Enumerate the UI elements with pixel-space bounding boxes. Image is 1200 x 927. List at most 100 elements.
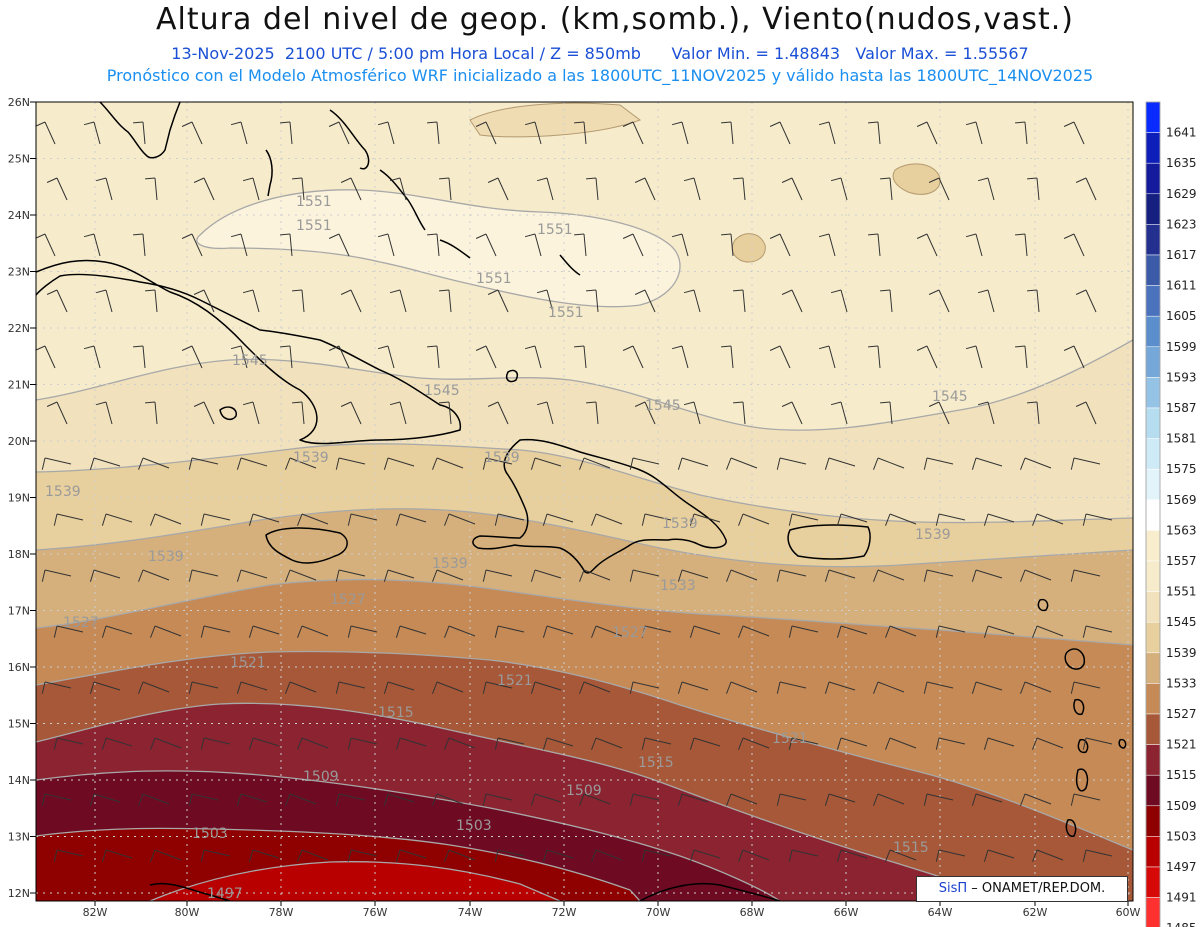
wind-barb — [444, 625, 476, 638]
latitude-label: 12N — [8, 887, 30, 900]
wind-barb — [285, 681, 317, 694]
wind-barb — [788, 737, 819, 750]
wind-barb — [89, 569, 121, 582]
wind-barb — [830, 401, 848, 425]
wind-barb — [873, 569, 905, 582]
wind-barb — [475, 233, 497, 257]
wind-barb — [1020, 457, 1052, 470]
wind-barb — [591, 513, 623, 526]
wind-barb — [721, 233, 734, 257]
subtitle-line-2: Pronóstico con el Modelo Atmosférico WRF… — [106, 66, 1094, 85]
colorbar-swatch — [1145, 346, 1161, 378]
wind-barb — [133, 121, 146, 145]
coast-bahamas-4 — [559, 254, 581, 276]
wind-barb — [193, 289, 215, 313]
plot-frame — [35, 101, 1134, 902]
wind-barb — [335, 793, 366, 806]
longitude-labels: 82W 80W 78W 76W 74W 72W 70W 68W 66W 64W 62W 60W — [83, 901, 1141, 919]
colorbar-swatch — [1145, 683, 1161, 715]
colorbar-label: 1485 — [1166, 921, 1197, 927]
wind-barb — [482, 793, 513, 806]
wind-barb — [200, 737, 231, 750]
wind-barb — [53, 849, 84, 862]
wind-barb — [1027, 289, 1040, 313]
wind-barb — [733, 401, 746, 425]
wind-barb — [1032, 513, 1064, 526]
wind-barb — [230, 345, 248, 369]
wind-barb — [634, 177, 656, 201]
wind-barb — [181, 121, 203, 145]
colorbar-label: 1533 — [1166, 676, 1197, 690]
contour-label: 1515 — [638, 755, 674, 771]
contour-label: 1551 — [476, 271, 512, 287]
wind-barb — [83, 345, 101, 369]
wind-barb — [89, 457, 121, 470]
wind-barb — [689, 849, 721, 862]
wind-barb — [542, 737, 574, 750]
contour-label: 1545 — [232, 353, 268, 369]
contour-label: 1509 — [303, 769, 339, 785]
wind-barb — [769, 121, 791, 145]
contour-1527 — [36, 578, 1133, 646]
contour-1545 — [36, 339, 1133, 431]
colorbar-swatch — [1145, 560, 1161, 592]
wind-barb — [432, 457, 464, 470]
latitude-label: 24N — [8, 209, 30, 222]
longitude-label: 60W — [1116, 906, 1141, 919]
coast-trinidad — [1065, 819, 1077, 837]
longitude-label: 80W — [175, 906, 200, 919]
wind-barb — [1070, 457, 1101, 470]
latitude-label: 26N — [8, 96, 30, 109]
wind-barb — [788, 625, 819, 638]
max-value: Valor Max. = 1.55567 — [855, 44, 1029, 63]
wind-barb — [983, 737, 1015, 750]
wind-barb — [1015, 345, 1028, 369]
wind-barb — [586, 401, 599, 425]
coast-isla-juventud — [219, 406, 237, 421]
colorbar-label: 1563 — [1166, 523, 1197, 537]
wind-barb — [738, 513, 770, 526]
wind-barb — [340, 401, 362, 425]
wind-barb — [923, 681, 954, 694]
wind-barb — [145, 401, 158, 425]
latitude-labels: 26N 25N 24N 23N 22N 21N 20N 19N 18N 17N 16N 15N 14N 1… — [8, 96, 36, 900]
wind-barb — [248, 849, 280, 862]
contour-label: 1515 — [893, 840, 929, 856]
longitude-label: 78W — [269, 906, 294, 919]
wind-barb — [427, 121, 440, 145]
wind-barb — [138, 569, 170, 582]
contour-label: 1527 — [63, 615, 99, 631]
wind-barb — [444, 737, 476, 750]
wind-barb — [885, 625, 917, 638]
contour-1533 — [36, 508, 1133, 568]
wind-barb — [824, 569, 856, 582]
wind-barb — [475, 121, 497, 145]
contour-1503 — [36, 827, 641, 901]
wind-barb — [95, 177, 113, 201]
wind-barb — [188, 569, 219, 582]
contour-label: 1551 — [296, 194, 332, 210]
wind-barb — [935, 737, 966, 750]
wind-barb — [836, 513, 868, 526]
wind-barb — [475, 345, 497, 369]
colorbar-label: 1635 — [1166, 156, 1197, 170]
wind-barb — [36, 121, 56, 145]
subtitle-line-1: 13-Nov-2025 2100 UTC / 5:00 pm Hora Loca… — [0, 44, 1200, 63]
coast-bahamas-1 — [329, 109, 370, 170]
wind-barb — [482, 569, 513, 582]
contour-label: 1503 — [192, 826, 228, 842]
wind-barb — [885, 737, 917, 750]
wind-barb — [818, 233, 836, 257]
wind-barb — [629, 681, 660, 694]
contour-1551 — [196, 189, 681, 308]
longitude-label: 74W — [458, 906, 483, 919]
sispi-logo: SisΠ — [938, 881, 968, 896]
colorbar-swatch — [1145, 101, 1161, 133]
wind-barb — [138, 681, 170, 694]
contour-1521 — [36, 650, 1133, 851]
latitude-label: 25N — [8, 153, 30, 166]
colorbar-swatch — [1145, 591, 1161, 623]
wind-barb — [1015, 121, 1028, 145]
latitude-label: 14N — [8, 774, 30, 787]
wind-barb — [677, 681, 709, 694]
